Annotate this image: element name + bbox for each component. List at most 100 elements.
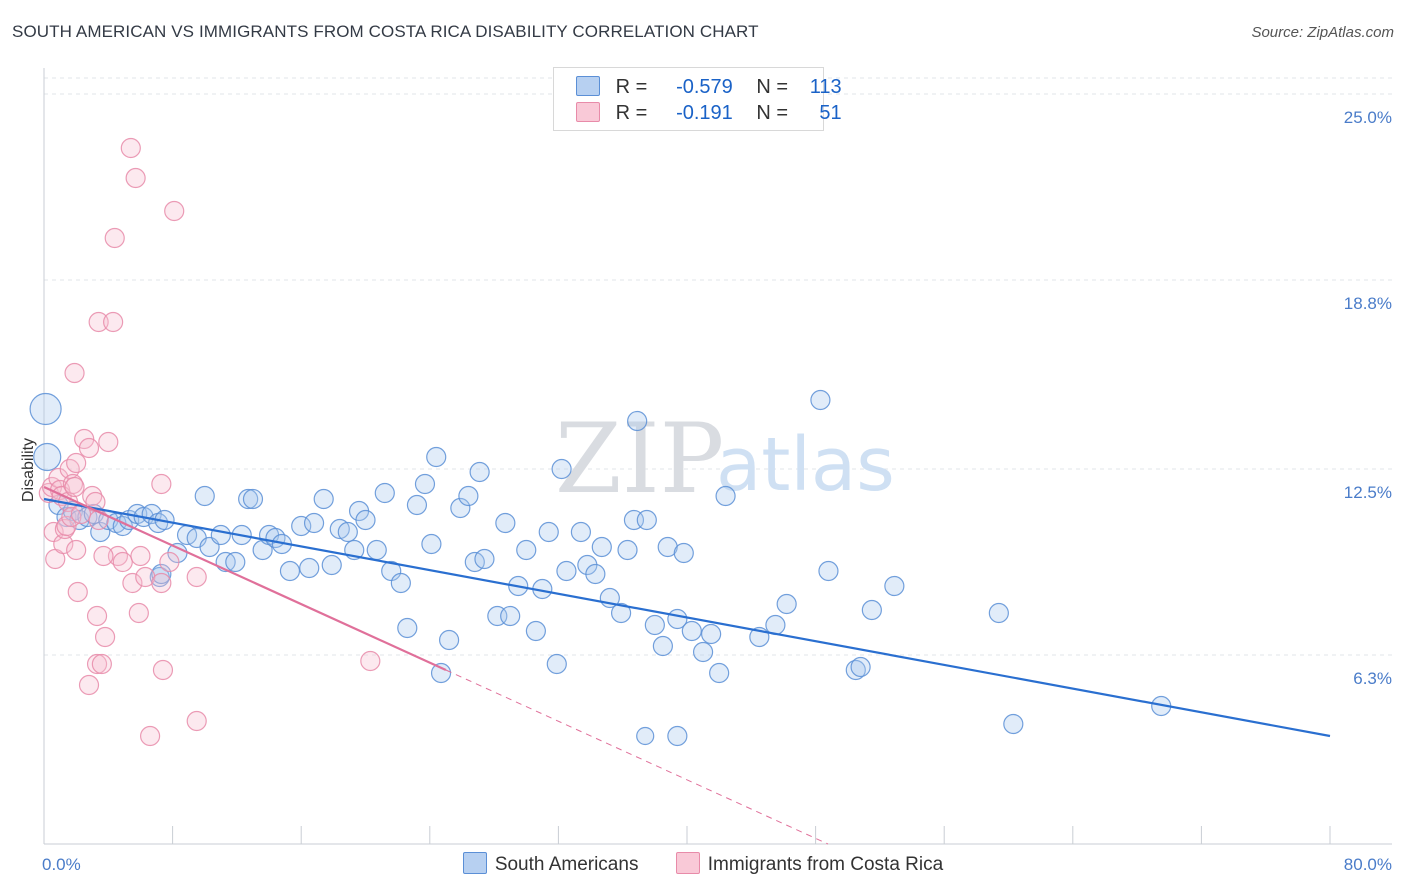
chart-title: SOUTH AMERICAN VS IMMIGRANTS FROM COSTA … <box>12 22 759 41</box>
legend-item-costa-rica: Immigrants from Costa Rica <box>675 852 944 876</box>
data-point <box>681 620 702 642</box>
legend-n-label: N = <box>756 102 789 124</box>
data-point <box>516 539 537 561</box>
data-point <box>495 512 516 534</box>
data-point <box>29 392 62 426</box>
data-point <box>570 521 592 543</box>
data-point <box>74 428 95 450</box>
data-point <box>474 548 495 570</box>
data-point <box>692 641 714 663</box>
data-point <box>556 560 577 582</box>
data-point <box>329 518 350 540</box>
source-label: Source: ZipAtlas.com <box>1251 24 1394 41</box>
legend-swatch-pink <box>576 102 600 122</box>
data-point <box>667 725 688 747</box>
data-point <box>242 488 264 510</box>
data-point <box>701 623 722 645</box>
data-point <box>627 410 648 432</box>
data-point <box>397 617 418 639</box>
data-point <box>426 446 447 468</box>
data-point <box>988 602 1009 624</box>
data-point <box>776 593 797 615</box>
data-point <box>66 539 87 561</box>
y-axis-label: Disability <box>20 438 37 502</box>
data-point <box>64 476 85 498</box>
data-point <box>673 542 694 564</box>
data-point <box>151 473 172 495</box>
data-point <box>469 461 490 483</box>
data-point <box>56 515 77 537</box>
legend-swatch-blue <box>462 852 487 874</box>
data-point <box>585 563 606 585</box>
data-point <box>164 200 185 222</box>
data-point <box>151 572 172 594</box>
data-point <box>313 488 334 510</box>
data-point <box>617 539 638 561</box>
tick-labels: 6.3% 12.5% 18.8% 25.0% 0.0% 80.0% <box>42 108 1392 874</box>
data-point <box>355 509 376 531</box>
series-south-americans <box>29 389 1172 747</box>
data-point <box>104 227 125 249</box>
data-point <box>112 551 133 573</box>
data-point <box>525 620 546 642</box>
data-point <box>125 167 146 189</box>
data-point <box>430 662 452 684</box>
trend-extension-costa-rica <box>445 669 829 845</box>
data-point <box>82 485 103 507</box>
data-point <box>78 674 100 696</box>
data-point <box>94 626 116 648</box>
data-point <box>546 653 567 675</box>
data-point <box>450 497 471 519</box>
data-point <box>414 473 436 495</box>
gridlines <box>44 77 1392 656</box>
data-point <box>91 653 112 675</box>
data-point <box>128 602 149 624</box>
data-point <box>861 599 882 621</box>
legend-n-label: N = <box>756 76 789 98</box>
watermark-zip: ZIP <box>555 403 724 515</box>
data-point <box>636 726 655 746</box>
legend-row-blue: R = -0.579 N = 113 <box>576 76 842 102</box>
series-legend: South Americans Immigrants from Costa Ri… <box>0 852 1406 876</box>
data-point <box>500 605 521 627</box>
data-point <box>610 602 632 624</box>
y-tick-label: 18.8% <box>1344 294 1392 313</box>
data-point <box>88 509 109 531</box>
data-point <box>652 635 673 657</box>
data-point <box>715 485 736 507</box>
data-point <box>1003 713 1024 735</box>
data-point <box>538 521 559 543</box>
legend-label-south-americans: South Americans <box>494 854 639 875</box>
data-point <box>152 659 174 681</box>
data-point <box>818 560 839 582</box>
trend-line-south-americans <box>43 497 1331 738</box>
data-point <box>93 545 114 567</box>
data-point <box>458 485 479 507</box>
watermark: ZIP atlas <box>555 403 895 515</box>
legend-item-south-americans: South Americans <box>462 852 639 876</box>
data-point <box>291 515 312 537</box>
y-tick-label: 6.3% <box>1353 669 1392 688</box>
data-point <box>360 650 381 672</box>
legend-r-label: R = <box>615 102 648 124</box>
data-point <box>337 521 358 543</box>
data-point <box>299 557 320 579</box>
data-point <box>194 485 215 507</box>
legend-n-value: 51 <box>819 102 842 124</box>
data-point <box>186 710 207 732</box>
data-point <box>86 653 108 675</box>
y-tick-label: 12.5% <box>1344 483 1392 502</box>
legend-swatch-blue <box>576 76 600 96</box>
data-point <box>67 581 88 603</box>
data-point <box>279 560 301 582</box>
legend-label-costa-rica: Immigrants from Costa Rica <box>707 854 944 875</box>
data-point <box>321 554 342 576</box>
data-point <box>421 533 442 555</box>
legend-row-pink: R = -0.191 N = 51 <box>576 102 842 128</box>
data-point <box>850 656 871 678</box>
data-point <box>591 536 612 558</box>
watermark-atlas: atlas <box>716 422 895 508</box>
data-point <box>103 311 124 333</box>
data-point <box>88 311 109 333</box>
